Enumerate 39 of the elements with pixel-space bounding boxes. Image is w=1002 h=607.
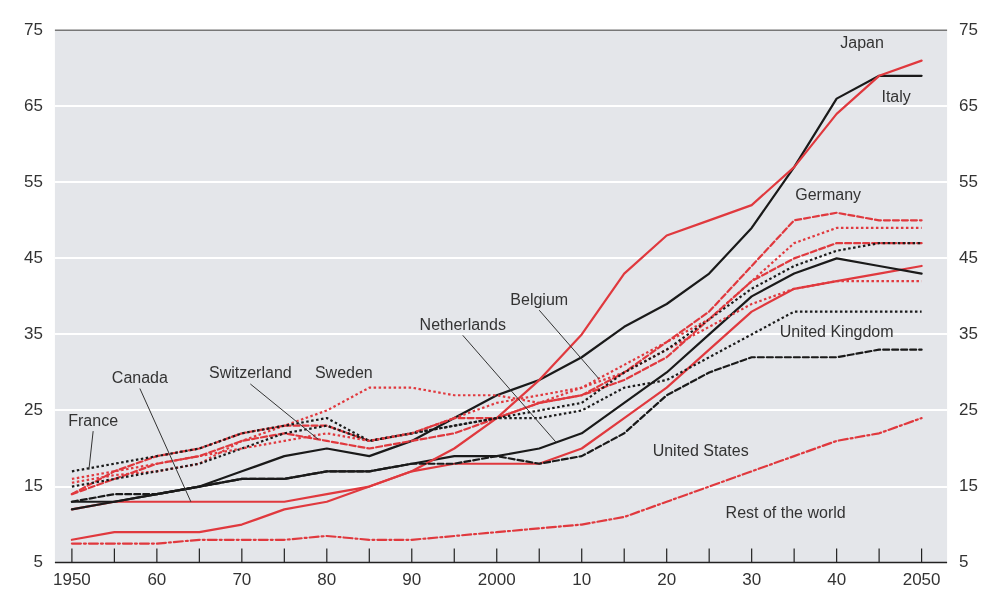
y2-tick-label: 15 (959, 476, 979, 496)
y2-tick-label: 75 (959, 19, 979, 39)
series-label: Sweden (314, 364, 373, 382)
series-label: Japan (840, 34, 884, 52)
y2-tick-label: 5 (959, 552, 969, 572)
annotation: Canada (111, 368, 168, 386)
x-tick-label: 70 (232, 570, 252, 590)
series-label: Germany (795, 185, 862, 203)
annotation: Belgium (510, 290, 569, 308)
x-tick-label: 90 (402, 570, 422, 590)
x-tick-label: 30 (742, 570, 762, 590)
y2-tick-label: 25 (959, 400, 979, 420)
x-tick-label: 40 (827, 570, 847, 590)
annotation: United States (652, 441, 749, 459)
y2-tick-label: 35 (959, 324, 979, 344)
annotation: Netherlands (419, 315, 506, 333)
y-tick-label: 45 (23, 248, 43, 268)
x-tick-label: 10 (572, 570, 592, 590)
y-tick-label: 25 (23, 400, 43, 420)
text: France (68, 411, 119, 429)
y2-tick-label: 45 (959, 248, 979, 268)
x-tick-label: 1950 (52, 570, 91, 590)
y-tick-label: 55 (23, 172, 43, 191)
y-tick-label: 5 (33, 552, 43, 572)
y2-tick-label: 55 (959, 172, 979, 191)
y-tick-label: 75 (23, 19, 43, 39)
series-label: Rest of the world (725, 503, 846, 521)
x-tick-label: 60 (147, 570, 167, 590)
series-label: United Kingdom (779, 322, 894, 340)
annotation: Switzerland (208, 364, 292, 382)
x-tick-label: 80 (317, 570, 337, 590)
x-tick-label: 2000 (477, 570, 516, 590)
x-tick-label: 2050 (902, 570, 941, 590)
y2-tick-label: 65 (959, 95, 979, 115)
y-tick-label: 65 (23, 95, 43, 115)
y-tick-label: 35 (23, 324, 43, 344)
series-label: Italy (881, 87, 911, 105)
x-tick-label: 20 (657, 570, 677, 590)
y-tick-label: 15 (23, 476, 43, 496)
